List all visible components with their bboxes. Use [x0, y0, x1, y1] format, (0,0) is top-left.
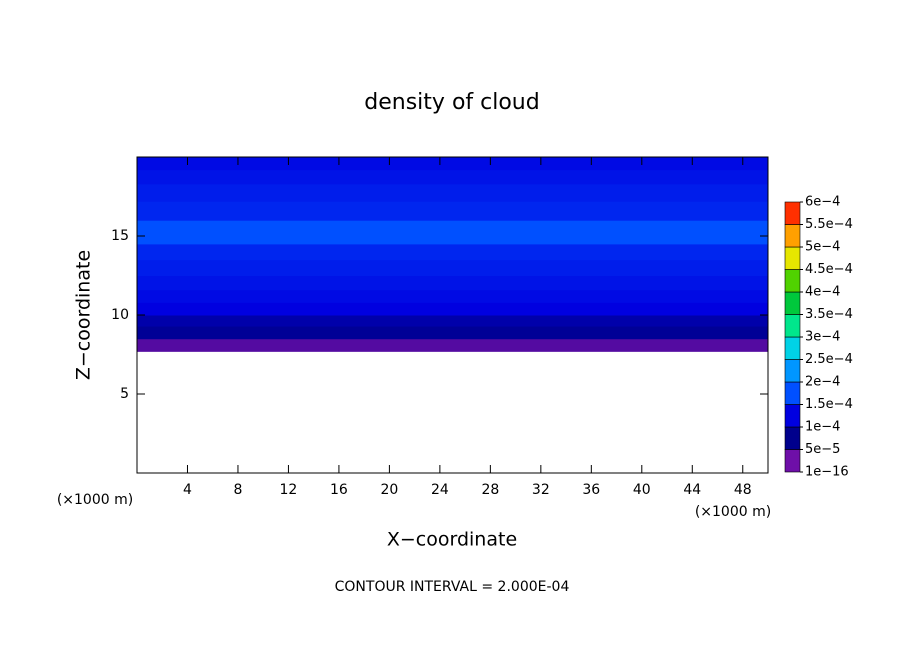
colorbar-segment — [784, 426, 801, 450]
contour-band — [137, 157, 768, 171]
contour-band — [137, 275, 768, 291]
x-unit: (×1000 m) — [695, 504, 771, 520]
colorbar-segment — [784, 381, 801, 405]
colorbar-segment — [784, 201, 801, 225]
colorbar-segment — [784, 269, 801, 293]
x-tick-label: 48 — [734, 482, 752, 498]
colorbar-label: 1e−16 — [805, 465, 849, 480]
x-tick-label: 24 — [431, 482, 449, 498]
colorbar-label: 2.5e−4 — [805, 352, 853, 367]
chart-title: density of cloud — [364, 90, 539, 115]
colorbar-segment — [784, 314, 801, 338]
x-tick-label: 36 — [582, 482, 600, 498]
colorbar-label: 1.5e−4 — [805, 397, 853, 412]
contour-band — [137, 326, 768, 340]
colorbar-label: 1e−4 — [805, 420, 840, 435]
colorbar-segment — [784, 359, 801, 383]
contour-band — [137, 315, 768, 327]
contour-band — [137, 259, 768, 276]
y-tick-label: 10 — [111, 307, 129, 323]
colorbar-segment — [784, 246, 801, 270]
colorbar-label: 6e−4 — [805, 195, 840, 210]
colorbar-segment — [784, 449, 801, 473]
colorbar-segment — [784, 291, 801, 315]
y-tick-label: 5 — [120, 386, 129, 402]
contour-band — [137, 302, 768, 316]
x-axis-label: X−coordinate — [387, 529, 517, 551]
annotation: CONTOUR INTERVAL = 2.000E-04 — [335, 579, 570, 595]
contour-band — [137, 201, 768, 221]
x-tick-label: 32 — [532, 482, 550, 498]
contour-band — [137, 183, 768, 202]
colorbar-label: 5.5e−4 — [805, 217, 853, 232]
x-tick-label: 12 — [280, 482, 298, 498]
colorbar-segment — [784, 336, 801, 360]
contour-band — [137, 338, 768, 352]
colorbar-label: 2e−4 — [805, 375, 840, 390]
y-unit: (×1000 m) — [57, 492, 133, 508]
x-tick-label: 8 — [233, 482, 242, 498]
contour-band — [137, 243, 768, 261]
x-tick-label: 20 — [380, 482, 398, 498]
colorbar-segment — [784, 224, 801, 248]
y-axis-label: Z−coordinate — [73, 250, 95, 380]
contour-band — [137, 169, 768, 185]
colorbar-label: 3.5e−4 — [805, 307, 853, 322]
x-tick-label: 44 — [683, 482, 701, 498]
colorbar-label: 3e−4 — [805, 330, 840, 345]
x-tick-label: 28 — [481, 482, 499, 498]
colorbar-label: 5e−4 — [805, 240, 840, 255]
contour-band — [137, 220, 768, 245]
x-tick-label: 40 — [633, 482, 651, 498]
colorbar-label: 4.5e−4 — [805, 262, 853, 277]
colorbar-segment — [784, 404, 801, 428]
x-tick-label: 16 — [330, 482, 348, 498]
colorbar-label: 4e−4 — [805, 285, 840, 300]
y-tick-label: 15 — [111, 228, 129, 244]
colorbar-label: 5e−5 — [805, 442, 840, 457]
contour-band — [137, 289, 768, 303]
x-tick-label: 4 — [183, 482, 192, 498]
